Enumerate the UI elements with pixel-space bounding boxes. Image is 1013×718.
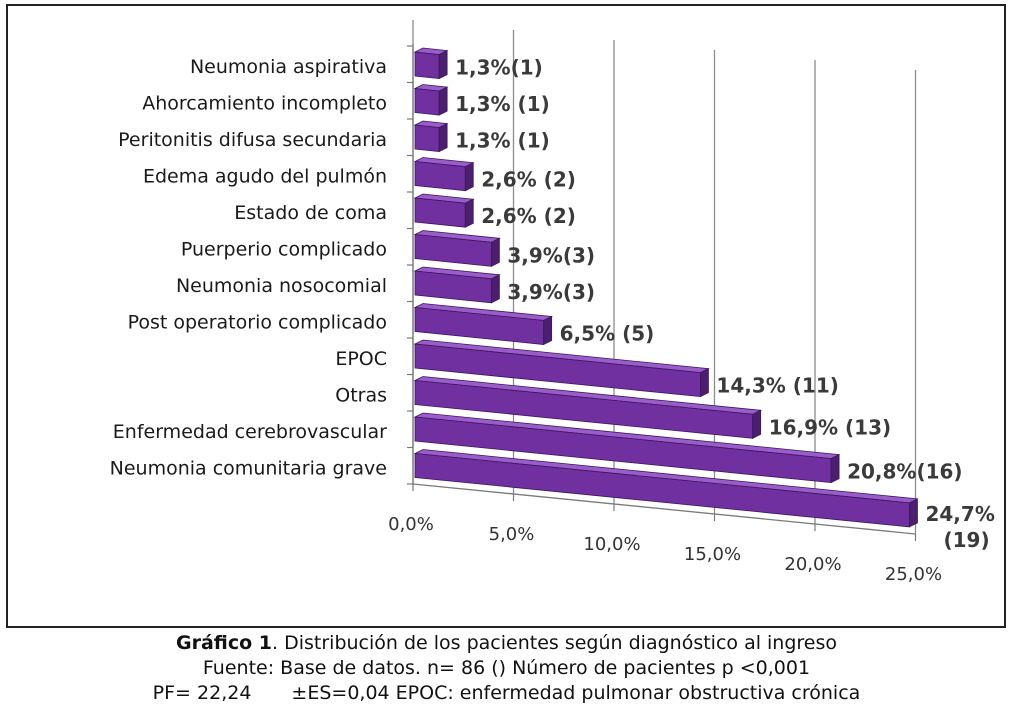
category-label: Neumonia nosocomial xyxy=(176,275,387,297)
data-label: 2,6% (2) xyxy=(481,168,576,192)
data-label: 3,9%(3) xyxy=(507,280,595,304)
figure-caption: Gráfico 1. Distribución de los pacientes… xyxy=(0,631,1013,706)
caption-es: ±ES=0,04 EPOC: enfermedad pulmonar obstr… xyxy=(291,682,861,704)
bar-end xyxy=(438,49,448,80)
bar-end xyxy=(490,237,500,267)
data-label-line: (19) xyxy=(943,528,989,552)
category-label: Neumonia comunitaria grave xyxy=(110,458,387,480)
category-label: Otras xyxy=(335,385,387,407)
tick-label: 5,0% xyxy=(489,524,535,545)
bar-end xyxy=(490,274,500,304)
bar xyxy=(414,88,440,116)
bar xyxy=(414,124,440,153)
data-label: 24,7% (19) xyxy=(925,502,994,552)
data-label: 16,9% (13) xyxy=(769,415,891,439)
data-label: 1,3%(1) xyxy=(455,56,543,80)
data-label: 1,3% (1) xyxy=(455,92,550,116)
tick-label: 15,0% xyxy=(684,544,741,565)
category-label: Estado de coma xyxy=(234,202,387,224)
category-label: Post operatorio complicado xyxy=(128,312,387,334)
category-label: Edema agudo del pulmón xyxy=(143,166,387,188)
category-label: Peritonitis difusa secundaria xyxy=(118,129,387,151)
bar-end xyxy=(752,409,762,439)
data-label-line: 24,7% xyxy=(925,502,994,526)
bar-end xyxy=(700,367,709,398)
caption-title: Gráfico 1. Distribución de los pacientes… xyxy=(0,631,1013,656)
data-label: 6,5% (5) xyxy=(560,322,655,346)
data-label: 3,9%(3) xyxy=(507,243,595,267)
caption-notes: PF= 22,24 ±ES=0,04 EPOC: enfermedad pulmo… xyxy=(0,681,1013,706)
bar-end xyxy=(909,498,918,528)
bar xyxy=(414,161,466,192)
bar-end xyxy=(438,86,448,116)
bar-chart: 0,0% 5,0% 10,0% 15,0% 20,0% 25,0% Neumonia asp… xyxy=(110,20,995,585)
category-label: Enfermedad cerebrovascular xyxy=(113,421,387,443)
bar-end xyxy=(464,162,474,192)
bar xyxy=(414,197,466,228)
data-label: 1,3% (1) xyxy=(455,129,550,153)
bar-end xyxy=(543,315,553,346)
bar-end xyxy=(464,198,474,228)
caption-title-bold: Gráfico 1 xyxy=(175,632,273,654)
tick-label: 25,0% xyxy=(885,564,942,585)
tick-label: 20,0% xyxy=(784,554,841,575)
data-label: 2,6% (2) xyxy=(481,204,576,228)
category-label: EPOC xyxy=(335,348,387,370)
category-label: Puerperio complicado xyxy=(181,239,387,261)
category-label: Neumonia aspirativa xyxy=(190,56,387,78)
category-label: Ahorcamiento incompleto xyxy=(142,93,387,115)
caption-title-rest: . Distribución de los pacientes según di… xyxy=(272,632,838,654)
value-axis xyxy=(412,483,916,535)
caption-source: Fuente: Base de datos. n= 86 () Número d… xyxy=(202,657,811,679)
bar-end xyxy=(830,453,840,484)
bar xyxy=(414,51,440,80)
tick-label: 0,0% xyxy=(388,514,434,535)
data-label: 14,3% (11) xyxy=(716,374,838,398)
data-label: 20,8%(16) xyxy=(847,460,963,484)
bar-end xyxy=(438,122,448,153)
chart-frame: 0,0% 5,0% 10,0% 15,0% 20,0% 25,0% Neumonia asp… xyxy=(6,4,1006,628)
tick-label: 10,0% xyxy=(583,534,640,555)
caption-pf: PF= 22,24 xyxy=(152,682,252,704)
